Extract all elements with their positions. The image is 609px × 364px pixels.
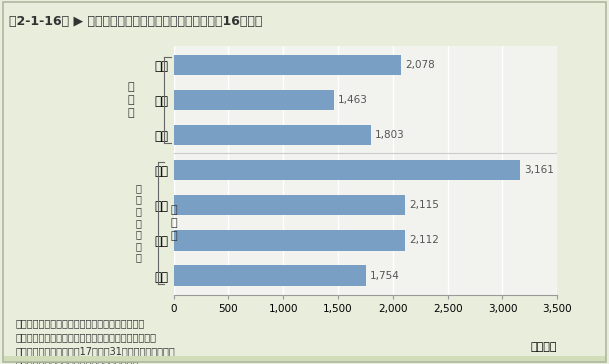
- Bar: [174, 90, 334, 110]
- Text: （
自
然
科
学
系
）: （ 自 然 科 学 系 ）: [136, 183, 142, 263]
- Bar: [174, 160, 520, 180]
- Bar: [174, 125, 371, 145]
- Text: 2,112: 2,112: [409, 236, 439, 245]
- Text: ３．研究者数は平成17年３月31日現在の値である。: ３．研究者数は平成17年３月31日現在の値である。: [15, 346, 175, 356]
- Bar: [174, 195, 406, 215]
- Bar: [174, 55, 401, 75]
- Text: （万円）: （万円）: [530, 342, 557, 352]
- Text: 組
織
別: 組 織 別: [128, 82, 134, 118]
- Text: 学
問
別: 学 問 別: [171, 205, 177, 241]
- Text: 1,803: 1,803: [375, 130, 405, 140]
- Text: 第2-1-16図 ▶ 大学等の教員１人当たりの研究費（平成16年度）: 第2-1-16図 ▶ 大学等の教員１人当たりの研究費（平成16年度）: [9, 15, 262, 28]
- Text: 1,463: 1,463: [338, 95, 368, 105]
- Text: 1,754: 1,754: [370, 270, 400, 281]
- Bar: [174, 265, 366, 286]
- Text: 2,115: 2,115: [409, 200, 439, 210]
- Text: 2,078: 2,078: [405, 60, 435, 70]
- Text: 資料：総務省統計局「科学技術研究調査報告」: 資料：総務省統計局「科学技術研究調査報告」: [15, 360, 139, 364]
- Bar: [174, 230, 405, 250]
- Text: 3,161: 3,161: [524, 165, 554, 175]
- Text: ２．研究本務者のうち、教員のみの数値である。: ２．研究本務者のうち、教員のみの数値である。: [15, 332, 157, 342]
- Text: 注）１．組織別の数値は人文・社会科学を含む。: 注）１．組織別の数値は人文・社会科学を含む。: [15, 318, 144, 328]
